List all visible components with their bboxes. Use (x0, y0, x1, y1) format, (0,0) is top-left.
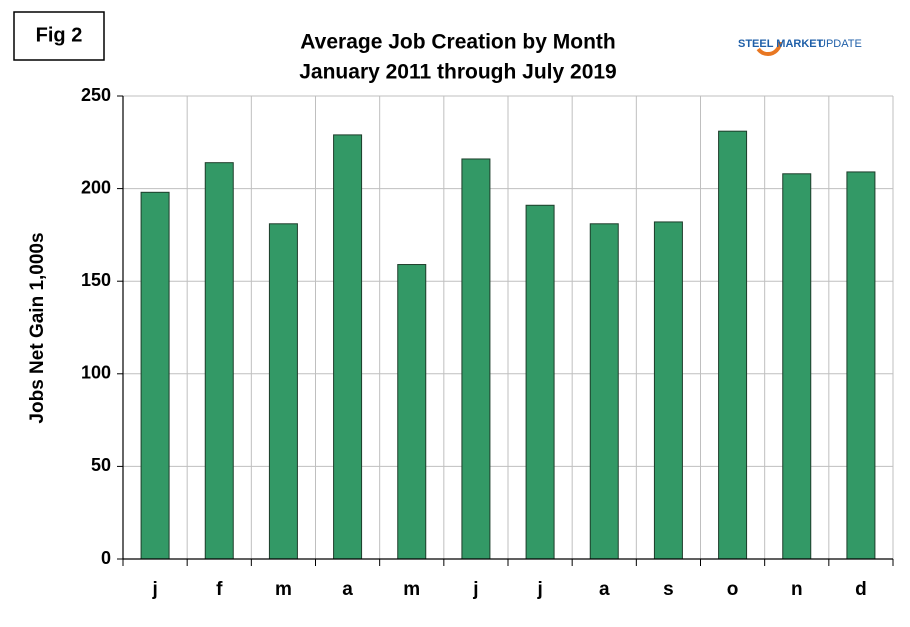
x-tick-label: j (536, 579, 542, 600)
y-tick-label: 0 (101, 548, 111, 568)
bar (461, 158, 491, 560)
bar (397, 264, 427, 560)
chart-subtitle: January 2011 through July 2019 (299, 61, 616, 84)
x-tick-label: m (275, 579, 292, 600)
y-tick-label: 200 (81, 177, 111, 197)
y-tick-label: 250 (81, 85, 111, 105)
x-tick-label: d (855, 579, 867, 600)
x-tick-label: n (791, 579, 803, 600)
fig-label: Fig 2 (36, 24, 83, 46)
bar (589, 223, 619, 560)
plot-area: 0 50 100 150 200 250 j f m a m j j a s o n d (81, 85, 894, 600)
bar (846, 171, 876, 560)
y-tick-label: 150 (81, 270, 111, 290)
bar (140, 191, 170, 560)
logo-suffix: UPDATE (818, 38, 862, 50)
bar (333, 134, 363, 560)
bar (268, 223, 298, 560)
y-axis-label: Jobs Net Gain 1,000s (27, 232, 48, 423)
fig-label-box (13, 11, 105, 61)
bar (525, 204, 555, 560)
logo-brand: STEEL MARKET (738, 38, 824, 50)
x-tick-label: o (727, 579, 739, 600)
x-tick-label: a (342, 579, 353, 600)
x-tick-label: j (472, 579, 478, 600)
bar (204, 162, 234, 560)
y-tick-label: 100 (81, 363, 111, 383)
bar (782, 173, 812, 560)
bar (718, 130, 748, 560)
x-tick-label: s (663, 579, 674, 600)
chart-title: Average Job Creation by Month (300, 31, 615, 54)
bar (653, 221, 683, 560)
x-tick-label: m (403, 579, 420, 600)
x-tick-label: f (216, 579, 223, 600)
x-tick-label: j (151, 579, 157, 600)
x-tick-label: a (599, 579, 610, 600)
y-tick-label: 50 (91, 455, 111, 475)
logo-mark (754, 28, 782, 56)
